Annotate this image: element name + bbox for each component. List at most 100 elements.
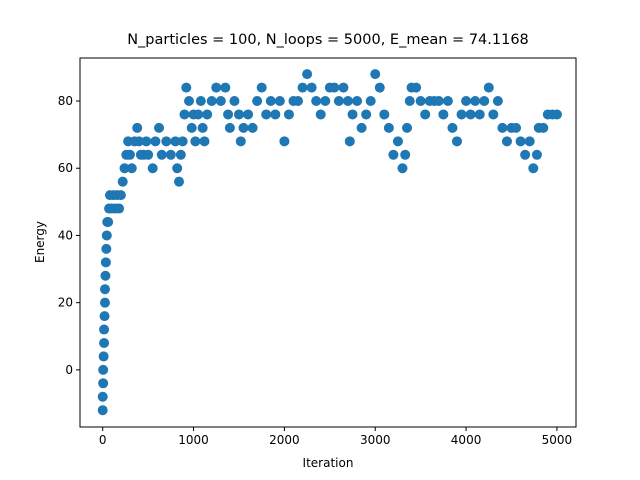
x-tick-label: 4000 (451, 433, 482, 447)
point (411, 82, 422, 93)
x-tick-label: 5000 (542, 433, 573, 447)
x-tick-label: 3000 (360, 433, 391, 447)
point (156, 149, 167, 160)
point (274, 96, 285, 107)
point (223, 109, 234, 120)
point (247, 122, 258, 133)
point (420, 109, 431, 120)
point (256, 82, 267, 93)
point (211, 82, 222, 93)
point (483, 82, 494, 93)
point (143, 149, 154, 160)
point (347, 109, 358, 120)
point (98, 378, 109, 389)
x-tick-label: 1000 (178, 433, 209, 447)
point (438, 109, 449, 120)
point (531, 149, 542, 160)
point (97, 405, 108, 416)
point (279, 136, 290, 147)
point (306, 82, 317, 93)
point (333, 96, 344, 107)
point (97, 391, 108, 402)
point (220, 82, 231, 93)
point (165, 149, 176, 160)
point (344, 136, 355, 147)
point (488, 109, 499, 120)
point (114, 203, 125, 214)
point (190, 136, 201, 147)
point (154, 122, 165, 133)
point (215, 96, 226, 107)
point (320, 96, 331, 107)
point (238, 122, 249, 133)
point (311, 96, 322, 107)
point (474, 109, 485, 120)
point (261, 109, 272, 120)
point (479, 96, 490, 107)
point (119, 163, 130, 174)
x-tick-label: 2000 (269, 433, 300, 447)
point (98, 364, 109, 375)
point (235, 136, 246, 147)
point (99, 311, 110, 322)
point (132, 122, 143, 133)
point (302, 69, 313, 80)
point (195, 96, 206, 107)
point (243, 109, 254, 120)
point (177, 136, 188, 147)
point (433, 96, 444, 107)
point (126, 163, 137, 174)
point (315, 109, 326, 120)
point (233, 109, 244, 120)
point (352, 96, 363, 107)
chart-title: N_particles = 100, N_loops = 5000, E_mea… (127, 32, 529, 48)
point (520, 149, 531, 160)
point (404, 96, 415, 107)
point (442, 96, 453, 107)
point (383, 122, 394, 133)
point (134, 136, 145, 147)
point (374, 82, 385, 93)
point (124, 149, 135, 160)
point (379, 109, 390, 120)
point (197, 122, 208, 133)
y-tick-label: 60 (58, 161, 73, 175)
point (141, 136, 152, 147)
point (492, 96, 503, 107)
point (150, 136, 161, 147)
point (101, 230, 112, 241)
point (338, 82, 349, 93)
point (356, 122, 367, 133)
y-tick-label: 80 (58, 94, 73, 108)
point (370, 69, 381, 80)
point (456, 109, 467, 120)
point (402, 122, 413, 133)
point (297, 82, 308, 93)
point (103, 217, 114, 227)
point (524, 136, 535, 147)
point (470, 96, 481, 107)
point (170, 136, 181, 147)
point (98, 351, 109, 362)
point (388, 149, 399, 160)
point (172, 163, 183, 174)
point (265, 96, 276, 107)
point (551, 109, 562, 120)
y-tick-label: 20 (58, 296, 73, 310)
point (342, 96, 353, 107)
point (528, 163, 539, 174)
point (451, 136, 462, 147)
point (361, 109, 372, 120)
point (101, 243, 112, 254)
point (511, 122, 522, 133)
point (184, 96, 195, 107)
point (270, 109, 281, 120)
point (147, 163, 158, 174)
point (202, 109, 213, 120)
point (465, 109, 476, 120)
point (365, 96, 376, 107)
point (115, 190, 126, 201)
x-axis-label: Iteration (303, 456, 354, 470)
